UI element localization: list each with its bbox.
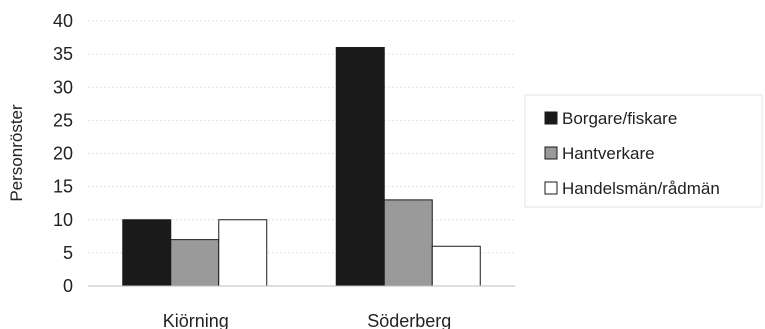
- y-tick-label: 35: [53, 44, 73, 64]
- y-axis-label: Personröster: [7, 104, 26, 202]
- y-tick-label: 10: [53, 210, 73, 230]
- legend-swatch: [544, 111, 558, 125]
- legend-swatch: [544, 181, 558, 195]
- bar: [431, 245, 481, 287]
- x-category-label: Söderberg: [367, 311, 451, 329]
- legend-label: Handelsmän/rådmän: [562, 179, 720, 198]
- legend: Borgare/fiskare Hantverkare Handelsmän/råd…: [544, 109, 720, 198]
- bar: [122, 219, 172, 287]
- gridlines: [88, 20, 515, 254]
- bar: [335, 47, 385, 287]
- bar: [218, 219, 268, 287]
- y-tick-label: 5: [63, 243, 73, 263]
- bar: [383, 199, 433, 287]
- x-category-label: Kiörning: [163, 311, 229, 329]
- y-tick-label: 15: [53, 177, 73, 197]
- bar: [170, 239, 220, 287]
- y-tick-label: 20: [53, 144, 73, 164]
- y-tick-label: 25: [53, 110, 73, 130]
- legend-box: [524, 94, 763, 208]
- bars: [122, 47, 481, 287]
- legend-label: Hantverkare: [562, 144, 655, 163]
- x-axis-category-labels: Kiörning Söderberg: [163, 311, 452, 329]
- y-tick-label: 40: [53, 11, 73, 31]
- y-tick-label: 0: [63, 276, 73, 296]
- y-axis-ticks: 0 5 10 15 20 25 30 35 40: [53, 11, 73, 296]
- y-tick-label: 30: [53, 77, 73, 97]
- legend-label: Borgare/fiskare: [562, 109, 677, 128]
- legend-swatch: [544, 146, 558, 160]
